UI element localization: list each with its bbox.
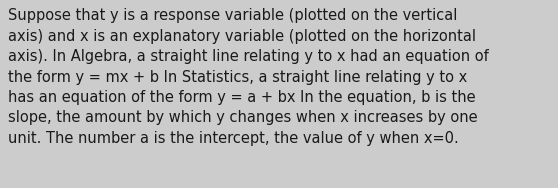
Text: Suppose that y is a response variable (plotted on the vertical
axis) and x is an: Suppose that y is a response variable (p… <box>8 8 489 146</box>
